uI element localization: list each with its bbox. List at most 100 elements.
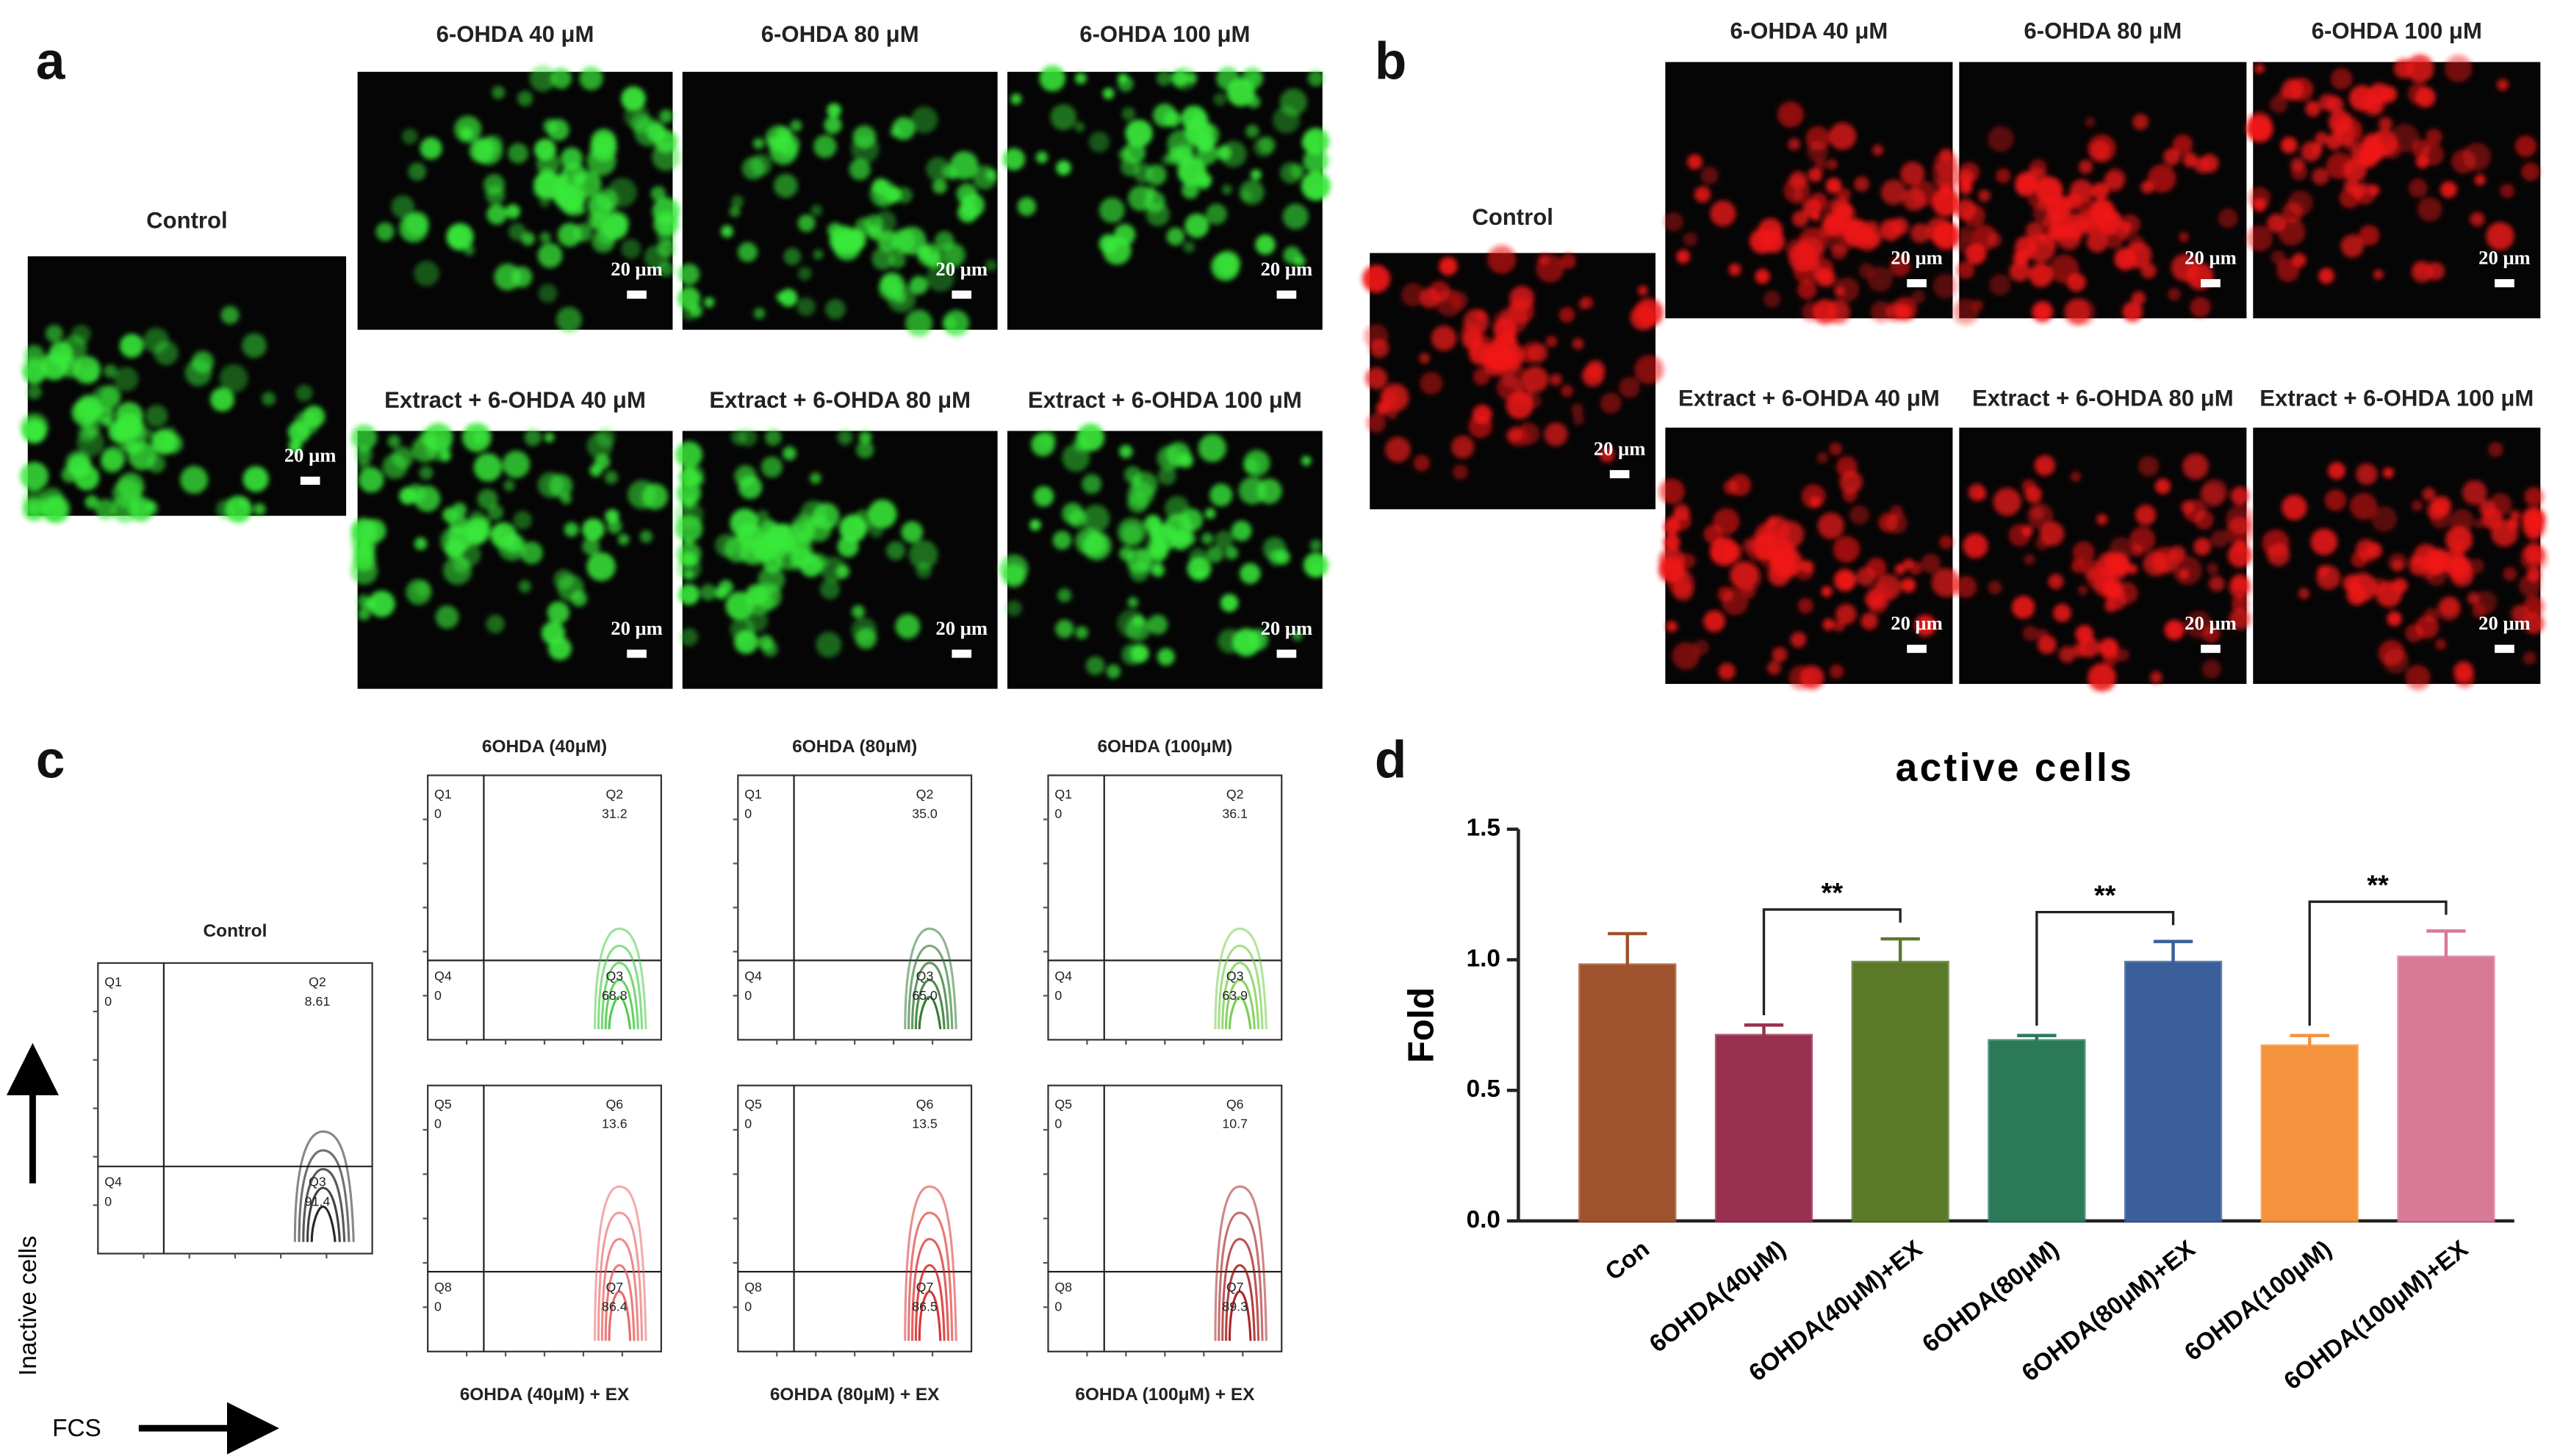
- cell: [1959, 178, 1972, 191]
- cell: [1005, 600, 1022, 616]
- quadrant-value: 63.9: [1222, 988, 1248, 1003]
- cell: [644, 245, 669, 270]
- cell: [778, 533, 794, 549]
- cell: [561, 162, 587, 189]
- cell: [1599, 447, 1615, 463]
- quadrant-value: 0: [104, 1194, 112, 1208]
- cell: [816, 632, 842, 657]
- cell: [621, 239, 641, 259]
- bar: [2397, 955, 2495, 1223]
- cell: [810, 204, 822, 217]
- cell: [893, 290, 907, 304]
- cell: [1825, 299, 1851, 324]
- cell: [1957, 261, 1975, 279]
- flow-plot: [1043, 774, 1283, 1045]
- cell: [1216, 66, 1240, 90]
- cell: [1177, 156, 1207, 186]
- cell: [774, 173, 798, 198]
- cell: [2451, 149, 2476, 174]
- quadrant-value: 0: [1054, 1300, 1062, 1314]
- quadrant-value: 13.5: [912, 1117, 938, 1131]
- cell: [730, 430, 747, 445]
- cell: [758, 635, 774, 651]
- cells: [677, 103, 997, 337]
- cell: [926, 264, 954, 292]
- cell: [1637, 285, 1648, 296]
- significance-bracket: [2308, 900, 2448, 1026]
- cell: [1452, 464, 1468, 480]
- cell: [2109, 536, 2133, 561]
- cell: [1676, 249, 1691, 264]
- cell: [1245, 124, 1259, 138]
- significance-bracket: [1762, 908, 1902, 1016]
- cell: [2427, 500, 2446, 520]
- cell: [2147, 164, 2176, 193]
- cell: [839, 514, 867, 543]
- cell: [1932, 273, 1958, 299]
- cell: [2486, 222, 2514, 251]
- cell: [1700, 166, 1719, 184]
- cell: [1571, 403, 1583, 417]
- cell: [835, 564, 850, 579]
- cell: [464, 516, 491, 544]
- contour: [594, 1185, 647, 1341]
- cell: [604, 470, 619, 484]
- cell: [1473, 368, 1490, 386]
- cells: [350, 422, 669, 660]
- cell: [92, 385, 120, 413]
- cell: [2029, 159, 2047, 177]
- cell: [874, 210, 896, 233]
- cell: [2307, 100, 2318, 111]
- micrograph: [1658, 428, 1961, 690]
- quadrant-label: Q4: [1054, 968, 1072, 983]
- cell: [406, 483, 426, 503]
- bar: [1714, 1034, 1813, 1223]
- cell: [1741, 538, 1755, 552]
- cell: [730, 508, 760, 538]
- cell: [2091, 182, 2110, 200]
- y-tick-label: 0.5: [1467, 1075, 1500, 1103]
- cell: [2030, 506, 2045, 520]
- micrograph: [20, 256, 347, 524]
- cell: [753, 307, 766, 320]
- cell: [2408, 179, 2428, 198]
- cell: [2164, 619, 2185, 641]
- cell: [2039, 521, 2065, 547]
- cell: [1074, 122, 1085, 132]
- cell: [1849, 505, 1869, 525]
- quadrant-label: Q5: [434, 1097, 452, 1111]
- panel-letter: b: [1375, 33, 1406, 91]
- cell: [529, 65, 556, 92]
- cell: [813, 134, 837, 159]
- cell: [1401, 282, 1425, 307]
- cell: [570, 590, 588, 607]
- x-axis-label: FCS: [52, 1415, 101, 1442]
- cell: [41, 494, 71, 524]
- cell: [1431, 325, 1457, 351]
- cell: [1099, 197, 1125, 223]
- cell: [2312, 167, 2329, 186]
- cell: [219, 364, 248, 393]
- cell: [1147, 614, 1168, 635]
- cell: [560, 147, 583, 170]
- cell: [791, 513, 816, 538]
- quadrant-value: 13.6: [602, 1117, 628, 1131]
- cell: [414, 261, 439, 286]
- y-tick-label: 1.0: [1467, 945, 1500, 972]
- cell: [2021, 479, 2037, 494]
- cell: [216, 499, 236, 519]
- cell: [1309, 563, 1323, 577]
- cell: [1439, 256, 1458, 276]
- cell: [1376, 401, 1390, 415]
- cell: [1987, 232, 2002, 248]
- cell: [547, 118, 569, 141]
- scale-bar: [1907, 278, 1927, 288]
- cell: [2072, 541, 2095, 563]
- micrograph: [999, 423, 1328, 689]
- quadrant-value: 0: [744, 806, 752, 821]
- cell: [1572, 338, 1584, 350]
- cell: [423, 422, 453, 453]
- cell: [2417, 197, 2442, 222]
- cell: [582, 537, 600, 555]
- cell: [1814, 159, 1827, 171]
